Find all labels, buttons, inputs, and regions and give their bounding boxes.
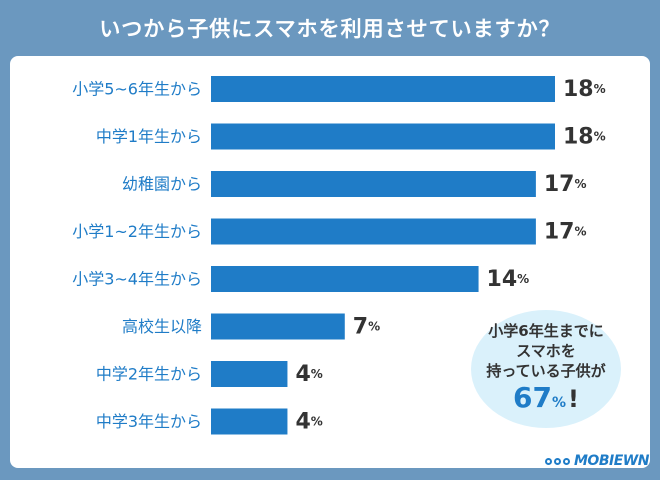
callout-unit: % [551, 394, 567, 411]
callout-exclaim: ! [568, 384, 579, 413]
category-label-4: 小学3~4年生から [72, 270, 202, 289]
bar-0 [211, 76, 555, 102]
bar-1 [211, 123, 555, 150]
bar-5 [211, 313, 345, 340]
value-label-4: 14% [487, 267, 530, 292]
summary-callout: 小学6年生までに スマホを 持っている子供が 67%! [471, 310, 621, 428]
value-label-5: 7% [353, 314, 380, 339]
category-label-2: 幼稚園から [122, 175, 202, 194]
category-label-5: 高校生以降 [122, 317, 202, 336]
logo-mark-icon [545, 457, 570, 465]
value-label-7: 4% [295, 409, 322, 434]
value-label-0: 18% [563, 77, 606, 102]
logo-text: MOBIEWN [574, 453, 649, 469]
callout-line-2: スマホを [516, 341, 576, 360]
value-label-3: 17% [544, 219, 587, 244]
bar-7 [211, 408, 288, 435]
category-label-3: 小学1~2年生から [72, 222, 202, 241]
category-label-6: 中学2年生から [96, 365, 202, 384]
bar-4 [211, 266, 479, 292]
bar-3 [211, 218, 536, 245]
value-label-2: 17% [544, 172, 587, 197]
callout-value: 67 [513, 380, 552, 414]
chart-title: いつから子供にスマホを利用させていますか？ [99, 17, 561, 41]
value-label-6: 4% [295, 362, 322, 387]
mobiewn-logo: MOBIEWN [545, 450, 649, 472]
callout-line-3: 持っている子供が [486, 361, 606, 380]
category-label-0: 小学5~6年生から [72, 80, 202, 99]
bar-6 [211, 361, 288, 387]
value-label-1: 18% [563, 124, 606, 149]
callout-figure: 67%! [513, 380, 579, 418]
category-label-7: 中学3年生から [96, 412, 202, 431]
category-label-1: 中学1年生から [96, 127, 202, 146]
bar-2 [211, 171, 536, 197]
callout-line-1: 小学6年生までに [488, 321, 604, 340]
